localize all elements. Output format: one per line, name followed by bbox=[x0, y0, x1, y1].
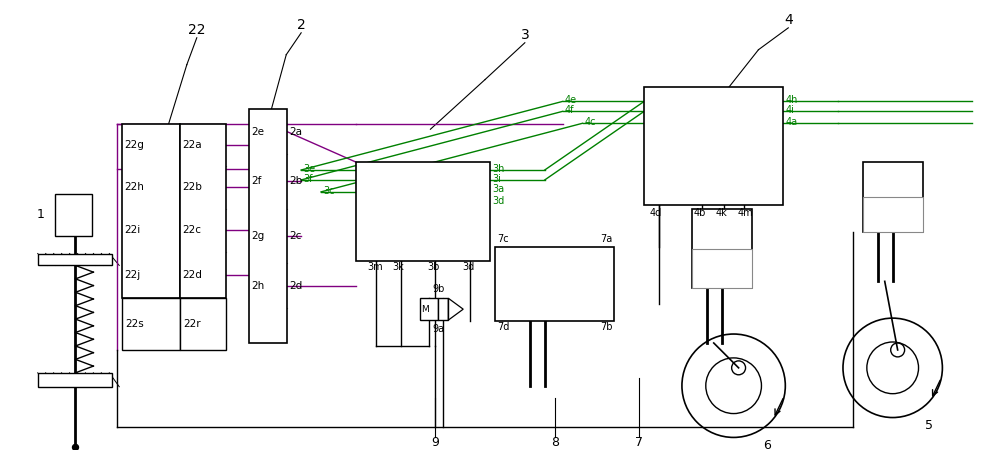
Bar bbox=[356, 162, 490, 261]
Bar bbox=[122, 298, 180, 350]
Text: M: M bbox=[421, 305, 429, 313]
Text: 22: 22 bbox=[188, 23, 206, 37]
Text: 22h: 22h bbox=[124, 183, 144, 193]
Text: 2a: 2a bbox=[289, 127, 302, 137]
Text: 22j: 22j bbox=[124, 270, 140, 280]
Text: 2d: 2d bbox=[289, 281, 302, 291]
Bar bbox=[55, 194, 92, 236]
Text: 7b: 7b bbox=[600, 322, 613, 332]
Bar bbox=[180, 298, 226, 350]
Text: 4: 4 bbox=[784, 13, 793, 27]
Text: 7c: 7c bbox=[497, 234, 509, 244]
Bar bbox=[180, 124, 226, 298]
Text: 22a: 22a bbox=[182, 140, 201, 150]
Text: 3f: 3f bbox=[303, 174, 313, 184]
Text: 7d: 7d bbox=[497, 322, 509, 332]
Text: 4h: 4h bbox=[785, 96, 798, 106]
Text: 9b: 9b bbox=[432, 284, 445, 294]
Text: 3d: 3d bbox=[462, 262, 474, 272]
Circle shape bbox=[73, 444, 78, 450]
Text: 22i: 22i bbox=[124, 225, 140, 235]
Bar bbox=[249, 109, 287, 343]
Text: 7: 7 bbox=[635, 436, 643, 449]
Text: 4f: 4f bbox=[565, 106, 574, 116]
Bar bbox=[420, 298, 438, 320]
Text: 22g: 22g bbox=[124, 140, 144, 150]
Text: 9a: 9a bbox=[432, 324, 445, 334]
Text: 22d: 22d bbox=[182, 270, 202, 280]
Text: 7a: 7a bbox=[600, 234, 613, 244]
Text: 2h: 2h bbox=[251, 281, 265, 291]
Text: 3h: 3h bbox=[492, 164, 504, 174]
Text: 4c: 4c bbox=[585, 117, 596, 127]
Text: 4b: 4b bbox=[694, 208, 706, 218]
Text: 3b: 3b bbox=[427, 262, 440, 272]
Text: 3k: 3k bbox=[393, 262, 404, 272]
Text: 4d: 4d bbox=[649, 208, 661, 218]
Text: 2: 2 bbox=[297, 18, 306, 32]
Bar bbox=[495, 246, 614, 321]
Text: 2c: 2c bbox=[289, 231, 302, 241]
Text: 4e: 4e bbox=[565, 96, 577, 106]
Text: 8: 8 bbox=[551, 436, 559, 449]
Bar bbox=[38, 373, 112, 387]
Text: 6: 6 bbox=[763, 439, 771, 452]
Text: 22r: 22r bbox=[183, 319, 200, 329]
Text: 2b: 2b bbox=[289, 176, 302, 187]
Bar bbox=[122, 124, 180, 298]
Text: 2g: 2g bbox=[251, 231, 265, 241]
Text: 2f: 2f bbox=[251, 176, 262, 187]
Text: 4k: 4k bbox=[716, 208, 727, 218]
Text: 22c: 22c bbox=[182, 225, 201, 235]
Text: 5: 5 bbox=[925, 419, 933, 432]
Text: 4m: 4m bbox=[738, 208, 753, 218]
Text: 3d: 3d bbox=[492, 196, 504, 206]
Bar bbox=[863, 162, 923, 231]
Bar bbox=[692, 249, 752, 288]
Bar bbox=[438, 298, 448, 320]
Text: 3c: 3c bbox=[323, 186, 335, 196]
Text: 3m: 3m bbox=[368, 262, 383, 272]
Bar bbox=[692, 209, 752, 288]
Text: 3i: 3i bbox=[492, 174, 501, 184]
Bar bbox=[38, 254, 112, 265]
Text: 3e: 3e bbox=[303, 164, 315, 174]
Text: 4i: 4i bbox=[785, 106, 794, 116]
Text: 22s: 22s bbox=[125, 319, 144, 329]
Text: 3a: 3a bbox=[492, 184, 504, 194]
Text: 4a: 4a bbox=[785, 117, 797, 127]
Text: 3: 3 bbox=[520, 28, 529, 42]
Text: 1: 1 bbox=[37, 208, 45, 221]
Bar bbox=[863, 197, 923, 231]
Text: 2e: 2e bbox=[251, 127, 264, 137]
Bar bbox=[644, 87, 783, 205]
Text: 22b: 22b bbox=[182, 183, 202, 193]
Text: 9: 9 bbox=[431, 436, 439, 449]
